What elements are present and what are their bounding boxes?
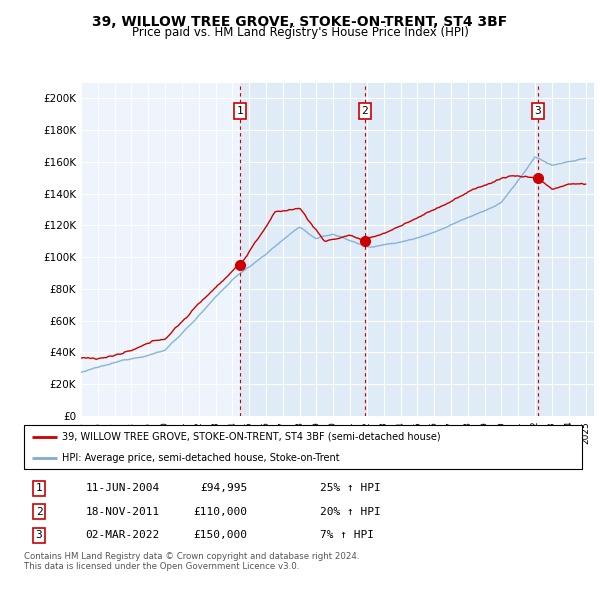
Text: £150,000: £150,000 — [193, 530, 247, 540]
Text: 2: 2 — [35, 507, 43, 517]
Text: 3: 3 — [35, 530, 43, 540]
Text: 1: 1 — [236, 106, 243, 116]
Text: HPI: Average price, semi-detached house, Stoke-on-Trent: HPI: Average price, semi-detached house,… — [62, 453, 340, 463]
Text: 2: 2 — [362, 106, 368, 116]
Text: 25% ↑ HPI: 25% ↑ HPI — [320, 483, 380, 493]
Text: 3: 3 — [535, 106, 541, 116]
Text: 39, WILLOW TREE GROVE, STOKE-ON-TRENT, ST4 3BF (semi-detached house): 39, WILLOW TREE GROVE, STOKE-ON-TRENT, S… — [62, 432, 440, 442]
Text: Price paid vs. HM Land Registry's House Price Index (HPI): Price paid vs. HM Land Registry's House … — [131, 26, 469, 39]
Bar — [538, 83, 594, 416]
Text: £94,995: £94,995 — [200, 483, 247, 493]
Bar — [538, 83, 594, 416]
Text: 18-NOV-2011: 18-NOV-2011 — [85, 507, 160, 517]
Text: £110,000: £110,000 — [193, 507, 247, 517]
Text: 7% ↑ HPI: 7% ↑ HPI — [320, 530, 374, 540]
Text: 39, WILLOW TREE GROVE, STOKE-ON-TRENT, ST4 3BF: 39, WILLOW TREE GROVE, STOKE-ON-TRENT, S… — [92, 15, 508, 29]
Text: 11-JUN-2004: 11-JUN-2004 — [85, 483, 160, 493]
Text: 1: 1 — [35, 483, 43, 493]
Bar — [365, 83, 538, 416]
Text: 02-MAR-2022: 02-MAR-2022 — [85, 530, 160, 540]
Text: Contains HM Land Registry data © Crown copyright and database right 2024.
This d: Contains HM Land Registry data © Crown c… — [24, 552, 359, 571]
Bar — [240, 83, 365, 416]
Text: 20% ↑ HPI: 20% ↑ HPI — [320, 507, 380, 517]
